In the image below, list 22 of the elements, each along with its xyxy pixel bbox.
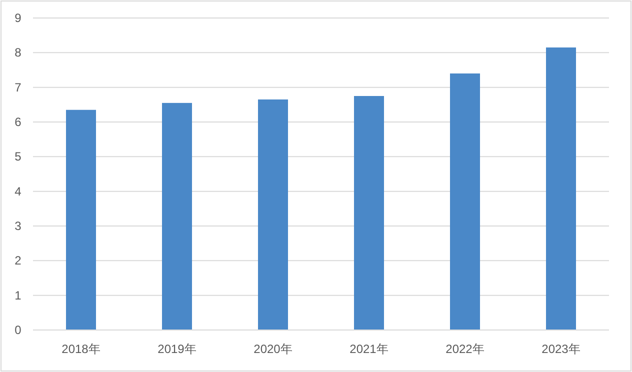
x-tick-label: 2019年 (158, 342, 196, 356)
bar (450, 73, 480, 330)
y-tick-label: 8 (14, 46, 22, 60)
x-tick-label: 2023年 (542, 342, 580, 356)
x-tick-label: 2018年 (62, 342, 100, 356)
y-tick-label: 7 (14, 80, 22, 94)
y-tick-label: 9 (14, 11, 22, 25)
y-tick-label: 6 (14, 115, 22, 129)
y-tick-label: 1 (14, 288, 22, 302)
y-tick-label: 5 (14, 150, 22, 164)
bar (354, 96, 384, 330)
x-tick-label: 2020年 (254, 342, 292, 356)
bar (162, 102, 192, 330)
y-tick-label: 0 (14, 323, 22, 337)
y-tick-label: 4 (14, 184, 22, 198)
bar (258, 99, 288, 330)
y-tick-label: 2 (14, 254, 22, 268)
bar (66, 110, 96, 330)
bar (546, 47, 576, 330)
x-tick-label: 2021年 (350, 342, 388, 356)
y-tick-label: 3 (14, 219, 22, 233)
x-tick-label: 2022年 (446, 342, 484, 356)
